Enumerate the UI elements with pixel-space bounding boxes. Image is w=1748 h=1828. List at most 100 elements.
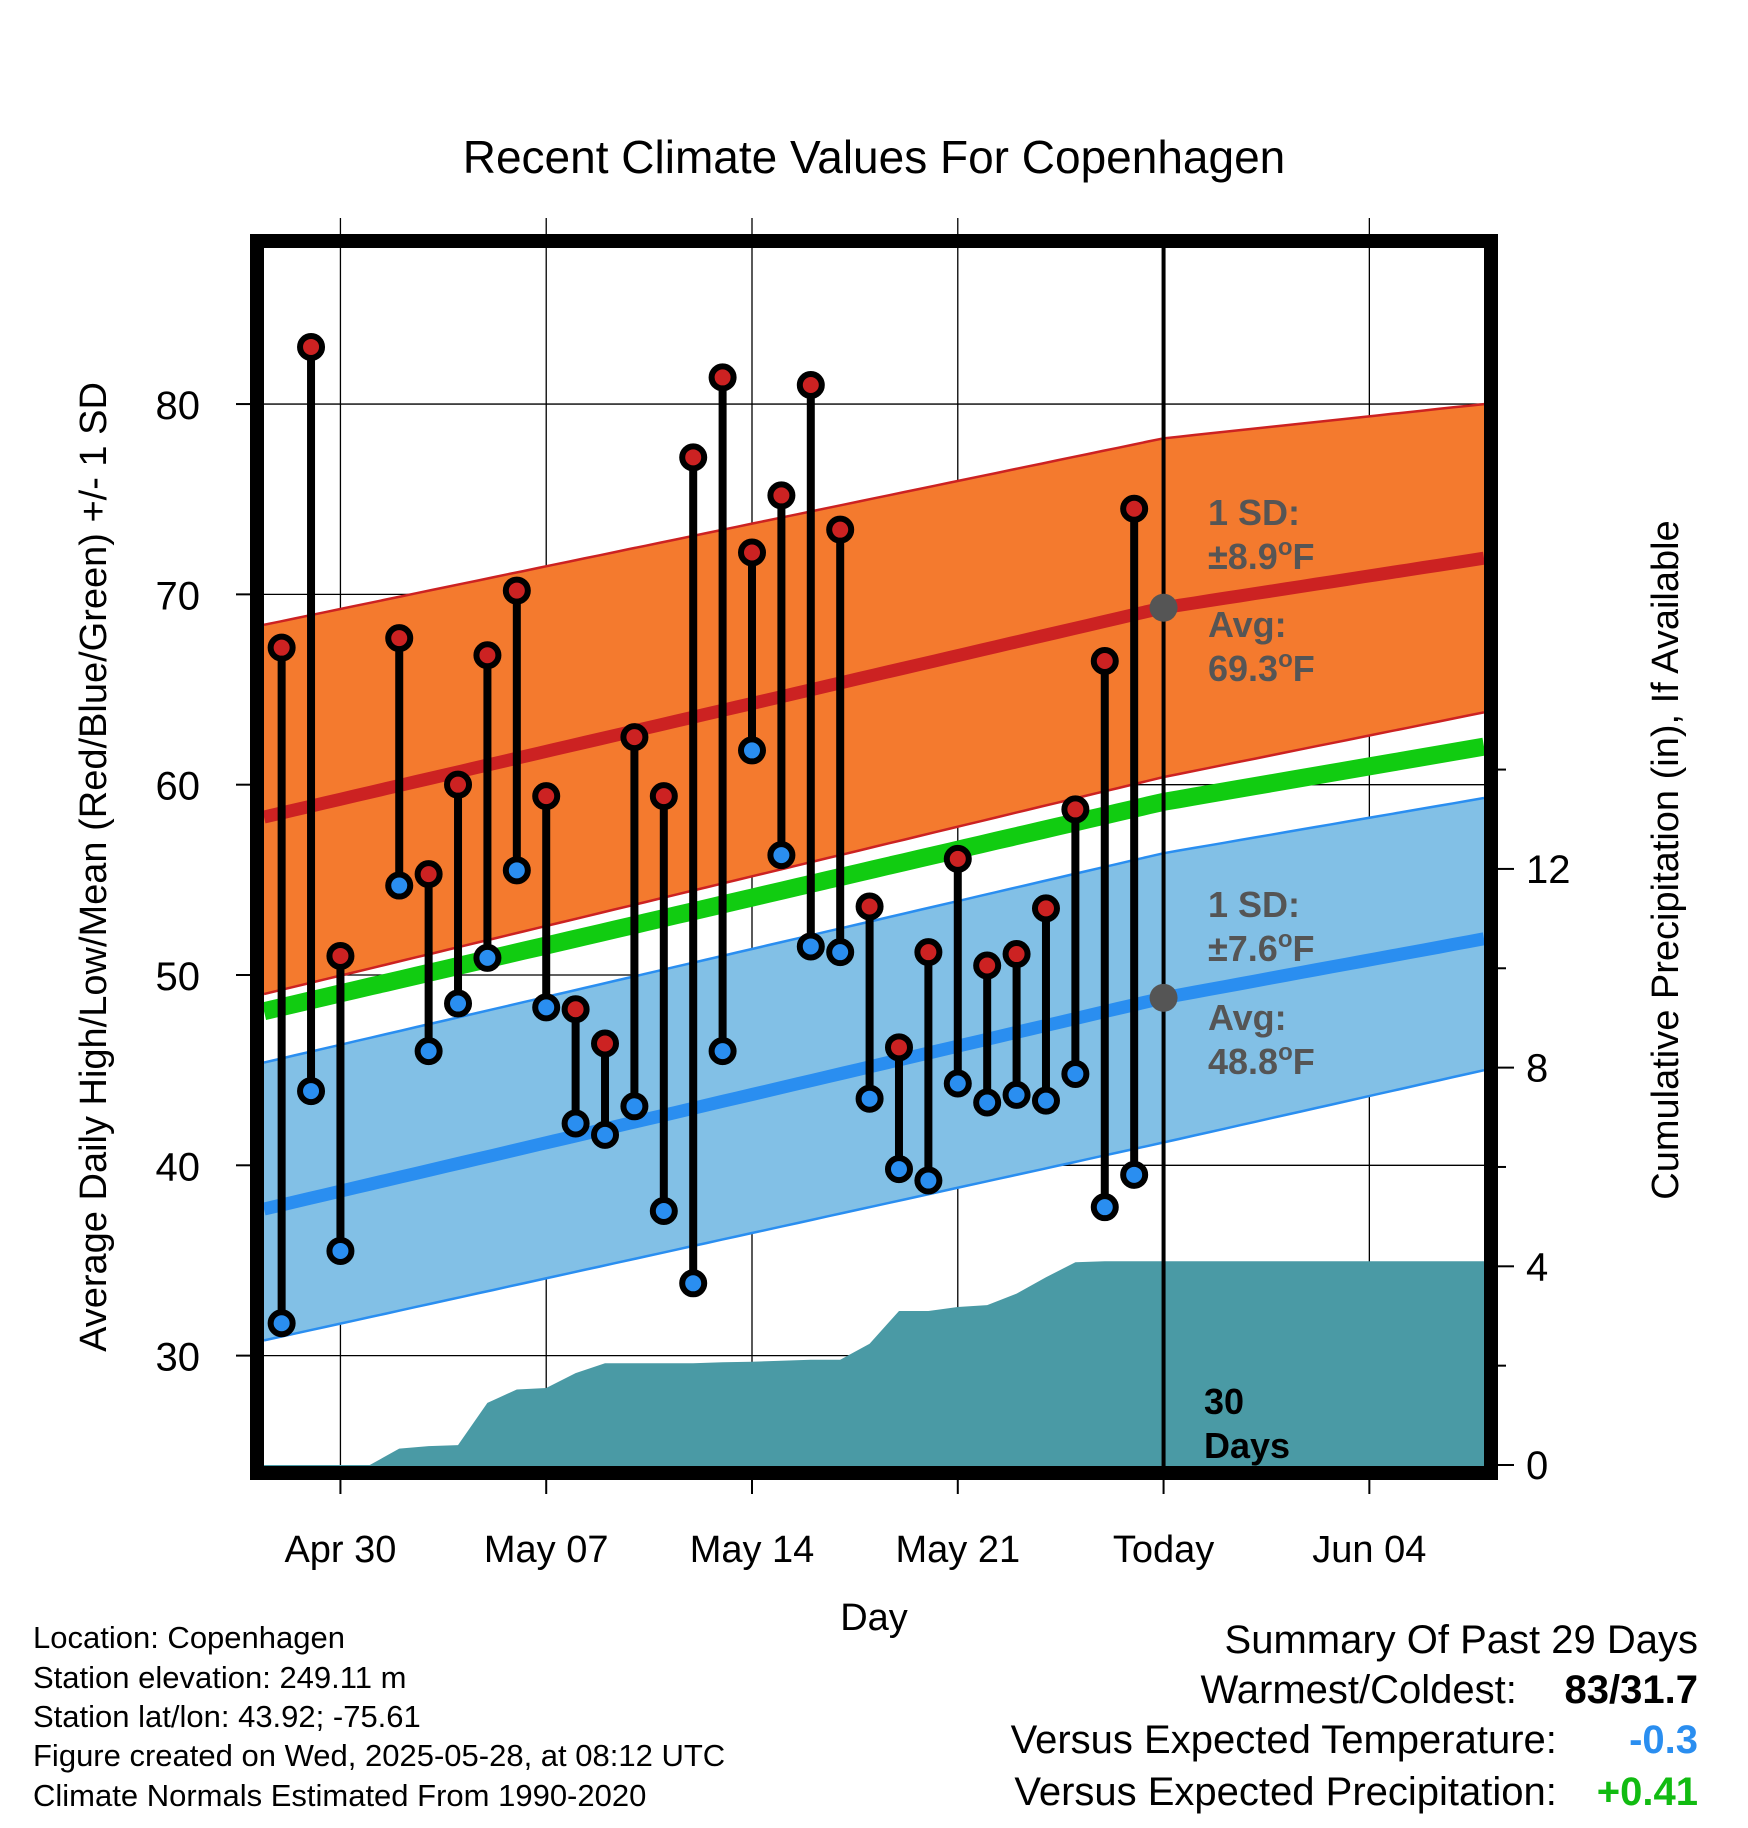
daily-low-point [826, 938, 855, 967]
daily-low-point [649, 1196, 678, 1225]
daily-high-point [414, 860, 443, 889]
high-sd-lower-line [264, 711, 1484, 996]
daily-low-point [385, 871, 414, 900]
daily-low-point [1090, 1193, 1119, 1222]
warmest-coldest-row: Warmest/Coldest: 83/31.7 [1201, 1668, 1699, 1713]
axes-layer: 30 40 50 60 70 80 0 4 8 12 Apr 30 May 07 May 14 May 2… [156, 384, 1571, 1571]
low-sd-upper-line [264, 796, 1484, 1064]
daily-low-point [326, 1236, 355, 1265]
y-tick-label: 50 [156, 955, 201, 999]
y2-tick-label: 8 [1526, 1047, 1548, 1091]
daily-high-point [738, 538, 766, 567]
latlon-text: Station lat/lon: 43.92; -75.61 [33, 1699, 421, 1734]
daily-high-point [267, 633, 296, 662]
plot-frame [250, 234, 1498, 1480]
daily-high-point [532, 782, 561, 811]
daily-high-point [826, 515, 855, 544]
created-text: Figure created on Wed, 2025-05-28, at 08… [33, 1738, 726, 1773]
low-sd-annotation-line1: 1 SD: [1208, 884, 1300, 925]
daily-low-point [267, 1309, 296, 1338]
normals-text: Climate Normals Estimated From 1990-2020 [33, 1778, 647, 1813]
y-axis-label: Average Daily High/Low/Mean (Red/Blue/Gr… [73, 382, 115, 1352]
daily-low-point [473, 943, 502, 972]
daily-low-point [1120, 1160, 1149, 1189]
daily-high-point [973, 951, 1002, 980]
daily-high-point [767, 481, 796, 510]
today-marker-layer [1149, 248, 1178, 1466]
today-high-avg-dot [1149, 593, 1178, 622]
daily-low-point [855, 1084, 884, 1113]
daily-low-point [943, 1069, 972, 1098]
y2-tick-label: 4 [1526, 1245, 1548, 1289]
temp-departure-value: -0.3 [1629, 1718, 1698, 1762]
daily-high-point [591, 1029, 620, 1058]
daily-low-point [1061, 1059, 1090, 1088]
daily-low-point [679, 1269, 708, 1298]
elevation-text: Station elevation: 249.11 m [33, 1660, 407, 1695]
high-sd-band [264, 404, 1484, 995]
warmest-coldest-value: 83/31.7 [1564, 1668, 1698, 1712]
daily-high-point [620, 723, 649, 752]
y2-axis-label: Cumulative Precipitation (in), If Availa… [1645, 520, 1687, 1199]
station-metadata: Location: Copenhagen Station elevation: … [33, 1620, 933, 1825]
x-tick-label: May 07 [484, 1529, 609, 1571]
x-tick-label: May 21 [895, 1529, 1020, 1571]
daily-high-point [796, 371, 825, 400]
daily-low-point [502, 856, 531, 885]
daily-low-point [591, 1120, 620, 1149]
x-axis-label: Day [840, 1597, 908, 1639]
daily-high-point [1061, 795, 1090, 824]
warmest-coldest-label: Warmest/Coldest: [1200, 1668, 1517, 1712]
low-avg-annotation-line2: 48.8oF [1208, 1039, 1315, 1082]
mean-line [264, 737, 1484, 1020]
precip-departure-value: +0.41 [1596, 1770, 1698, 1814]
high-avg-line [264, 551, 1484, 824]
y2-tick-label: 12 [1526, 848, 1571, 892]
daily-low-point [708, 1037, 737, 1066]
x-tick-label: Apr 30 [284, 1529, 396, 1571]
x-tick-label: Jun 04 [1312, 1529, 1426, 1571]
daily-low-point [767, 841, 796, 870]
daily-low-point [561, 1109, 590, 1138]
daily-high-point [1031, 894, 1060, 923]
low-sd-lower-line [264, 1068, 1484, 1342]
high-sd-upper-line [264, 402, 1484, 627]
y-tick-label: 30 [156, 1336, 201, 1380]
high-sd-annotation-line2: ±8.9oF [1208, 534, 1314, 577]
series-layer [264, 332, 1484, 1466]
daily-high-point [914, 938, 943, 967]
precip-departure-row: Versus Expected Precipitation: +0.41 [1014, 1770, 1698, 1815]
chart-title: Recent Climate Values For Copenhagen [463, 131, 1286, 183]
daily-high-point [473, 641, 502, 670]
daily-high-point [855, 892, 884, 921]
y-tick-label: 70 [156, 574, 201, 618]
precip-departure-label: Versus Expected Precipitation: [1014, 1770, 1557, 1814]
high-sd-annotation-line1: 1 SD: [1208, 492, 1300, 533]
daily-high-point [326, 941, 355, 970]
daily-low-point [973, 1088, 1002, 1117]
daily-low-point [444, 989, 473, 1018]
summary-heading: Summary Of Past 29 Days [1224, 1618, 1698, 1662]
window-annotation-line2: Days [1204, 1425, 1290, 1466]
precip-area [264, 1261, 1484, 1466]
high-avg-annotation-line1: Avg: [1208, 604, 1287, 645]
daily-high-point [385, 624, 414, 653]
daily-low-point [1031, 1086, 1060, 1115]
y2-tick-label: 0 [1526, 1444, 1548, 1488]
y-tick-label: 80 [156, 384, 201, 428]
daily-low-point [1002, 1080, 1031, 1109]
daily-high-point [884, 1033, 913, 1062]
daily-high-point [502, 576, 531, 605]
daily-high-point [708, 363, 737, 392]
today-low-avg-dot [1149, 983, 1178, 1012]
temp-departure-label: Versus Expected Temperature: [1010, 1718, 1557, 1762]
y-tick-label: 60 [156, 765, 201, 809]
daily-low-point [414, 1037, 443, 1066]
daily-low-point [914, 1166, 943, 1195]
daily-high-point [561, 995, 590, 1024]
daily-low-point [796, 932, 825, 961]
daily-low-point [297, 1077, 326, 1106]
daily-high-point [679, 443, 708, 472]
